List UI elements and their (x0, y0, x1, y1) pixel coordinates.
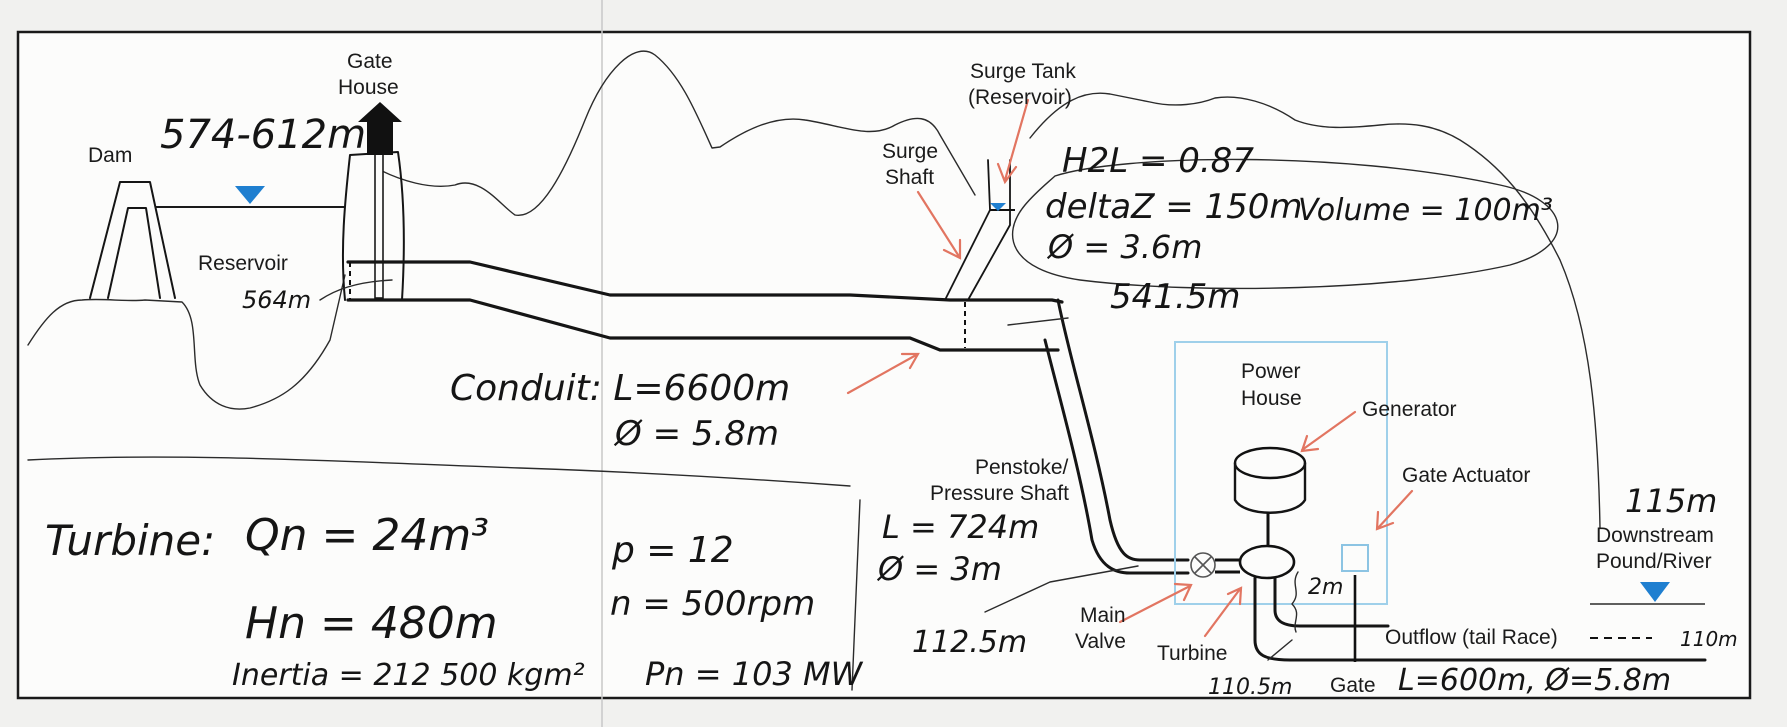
note-turbine-gap: 2m (1308, 575, 1343, 600)
note-reservoir-bottom: 564m (242, 286, 311, 314)
note-conduit-elev: 541.5m (1110, 277, 1240, 317)
label-surge-shaft-2: Shaft (885, 166, 934, 189)
main-valve-arrow (1118, 582, 1193, 624)
gate-actuator-box (1341, 544, 1369, 572)
reservoir-level-marker (235, 186, 265, 204)
label-main-valve-2: Valve (1075, 630, 1126, 653)
note-turbine-elev: 110.5m (1208, 675, 1292, 700)
dam (89, 181, 176, 299)
gate-house-arrow-icon (358, 102, 402, 155)
note-penstoke-length: L = 724m (882, 508, 1039, 546)
conduit-elev-leader (1007, 317, 1069, 326)
label-generator: Generator (1362, 398, 1457, 421)
note-turbine-title: Turbine: (45, 516, 215, 565)
reservoir-bottom-leader (319, 279, 393, 301)
surge-tank-arrow (996, 98, 1030, 185)
label-surge-shaft-1: Surge (882, 140, 938, 163)
note-conduit-length: Conduit: L=6600m (450, 368, 790, 409)
turbine-elev-leader (1267, 639, 1293, 661)
label-downstream-2: Pound/River (1596, 550, 1712, 573)
note-turbine-n: n = 500rpm (610, 584, 815, 624)
label-surge-tank-1: Surge Tank (970, 60, 1076, 83)
generator-arrow (1300, 410, 1357, 453)
label-surge-tank-2: (Reservoir) (968, 86, 1072, 109)
ground-line-lower (27, 456, 851, 487)
label-outflow: Outflow (tail Race) (1385, 626, 1558, 649)
label-dam: Dam (88, 144, 132, 167)
note-downstream-elev: 115m (1625, 482, 1717, 520)
label-turbine: Turbine (1157, 642, 1227, 665)
surge-tank-circle (1011, 158, 1559, 290)
penstoke-leader (984, 565, 1139, 613)
turbine-gap-brace (1291, 571, 1299, 633)
note-tailrace-dims: L=600m, Ø=5.8m (1398, 663, 1671, 698)
label-penstoke-1: Penstoke/ (975, 456, 1069, 479)
conduit-arrow (846, 352, 920, 395)
penstock-outer (1056, 298, 1190, 562)
note-surge-deltaz: deltaZ = 150m (1045, 187, 1303, 227)
terrain-mountain-ridge (379, 50, 976, 216)
note-turbine-p: p = 12 (611, 530, 734, 571)
surge-shaft-arrow (916, 190, 962, 260)
label-gate-actuator: Gate Actuator (1402, 464, 1530, 487)
turbine-arrow (1203, 586, 1243, 638)
generator-top (1233, 446, 1307, 480)
label-power-house-2: House (1241, 387, 1302, 410)
turbine-section-divider (851, 499, 861, 691)
gate-actuator-arrow (1375, 489, 1414, 531)
terrain-upper-ridge (1029, 92, 1601, 529)
note-surge-volume: Volume = 100m³ (1298, 193, 1553, 228)
label-main-valve-1: Main (1080, 604, 1126, 627)
label-downstream-1: Downstream (1596, 524, 1714, 547)
surge-tank-level-marker (990, 203, 1006, 211)
note-surge-h2l: H2L = 0.87 (1062, 141, 1254, 181)
note-turbine-qn: Qn = 24m³ (245, 510, 489, 561)
power-house-box (1174, 341, 1388, 605)
turbine-unit (1238, 544, 1296, 580)
gate-house-stem (374, 149, 384, 299)
draft-tube-outer (1253, 576, 1707, 662)
generator-body (1233, 461, 1307, 514)
note-tailrace-elev: 110m (1680, 627, 1738, 651)
note-turbine-pn: Pn = 103 MW (645, 655, 864, 693)
annotation-arrows (846, 98, 1414, 638)
note-turbine-hn: Hn = 480m (245, 598, 498, 649)
note-surge-diameter: Ø = 3.6m (1046, 228, 1202, 266)
label-reservoir: Reservoir (198, 252, 288, 275)
note-turbine-inertia: Inertia = 212 500 kgm² (232, 658, 585, 693)
label-penstoke-2: Pressure Shaft (930, 482, 1069, 505)
main-valve-cross-icon (1194, 556, 1212, 574)
note-conduit-diameter: Ø = 5.8m (613, 414, 779, 454)
label-gate-house-2: House (338, 76, 399, 99)
draft-tube-inner (1273, 576, 1390, 628)
terrain-left-hill (27, 274, 346, 410)
note-reservoir-level: 574-612m (160, 112, 366, 158)
downstream-level-marker (1640, 582, 1670, 602)
conduit-bottom (346, 298, 1060, 352)
label-power-house-1: Power (1241, 360, 1301, 383)
conduit-top (346, 260, 1064, 304)
note-penstoke-diameter: Ø = 3m (876, 550, 1002, 588)
note-valve-elev: 112.5m (912, 625, 1027, 660)
label-gate-house-1: Gate (347, 50, 393, 73)
drawing-frame (16, 30, 1752, 700)
label-gate: Gate (1330, 674, 1376, 697)
